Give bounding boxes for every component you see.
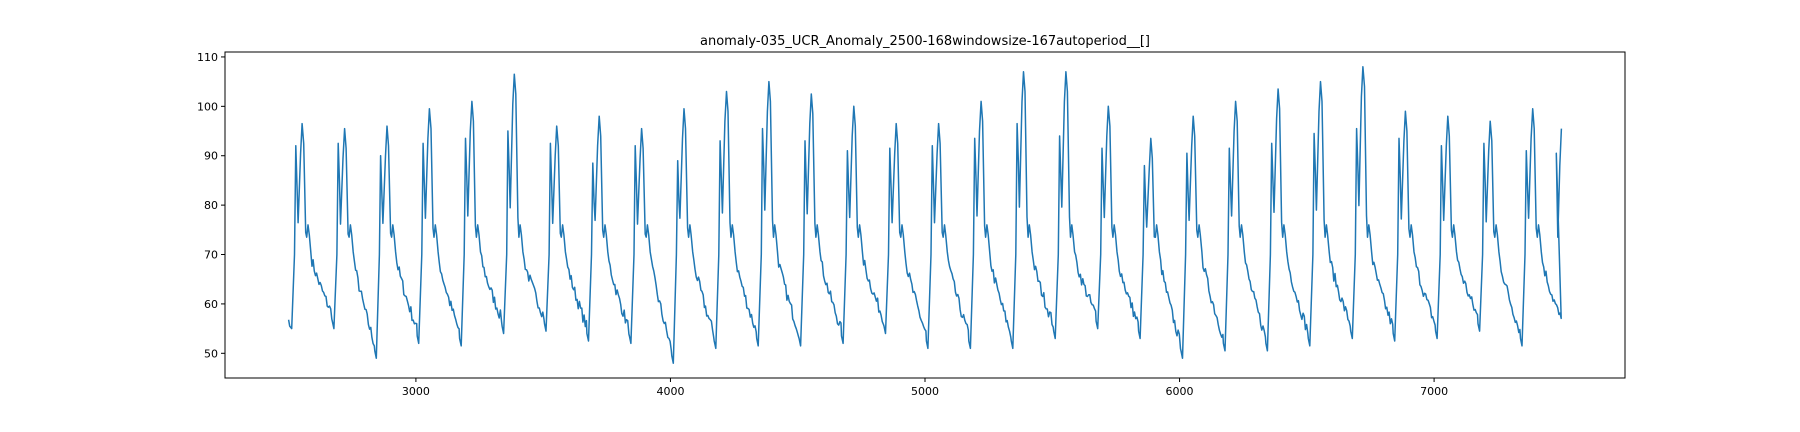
- x-tick-label-4000: 4000: [656, 385, 684, 398]
- y-tick-label-80: 80: [204, 199, 218, 212]
- y-tick-label-90: 90: [204, 150, 218, 163]
- y-tick-label-110: 110: [197, 51, 218, 64]
- x-tick-label-6000: 6000: [1166, 385, 1194, 398]
- chart-title: anomaly-035_UCR_Anomaly_2500-168windowsi…: [700, 34, 1150, 49]
- y-tick-label-60: 60: [204, 298, 218, 311]
- plot-area: 3000 4000 5000 6000 7000 50 60 70 80 90 100 110: [197, 51, 1626, 398]
- y-tick-label-70: 70: [204, 249, 218, 262]
- x-tick-label-5000: 5000: [911, 385, 939, 398]
- x-tick-label-7000: 7000: [1420, 385, 1448, 398]
- y-tick-label-100: 100: [197, 100, 218, 113]
- x-tick-label-3000: 3000: [402, 385, 430, 398]
- series-line-0: [287, 66, 1563, 364]
- y-tick-label-50: 50: [204, 347, 218, 360]
